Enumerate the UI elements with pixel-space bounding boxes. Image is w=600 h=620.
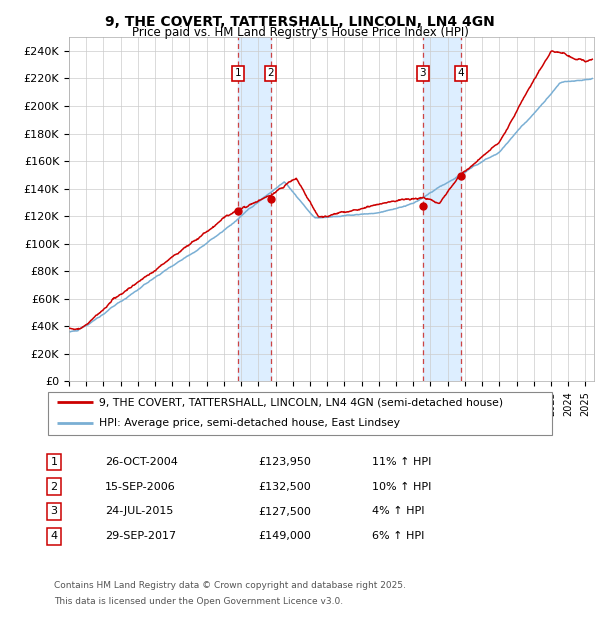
- Text: 26-OCT-2004: 26-OCT-2004: [105, 457, 178, 467]
- Text: 3: 3: [419, 68, 426, 78]
- Text: 4: 4: [50, 531, 58, 541]
- Bar: [423, 37, 461, 381]
- Text: £127,500: £127,500: [258, 507, 311, 516]
- Text: 9, THE COVERT, TATTERSHALL, LINCOLN, LN4 4GN (semi-detached house): 9, THE COVERT, TATTERSHALL, LINCOLN, LN4…: [99, 397, 503, 407]
- Text: 4: 4: [457, 68, 464, 78]
- Text: 10% ↑ HPI: 10% ↑ HPI: [372, 482, 431, 492]
- Text: 11% ↑ HPI: 11% ↑ HPI: [372, 457, 431, 467]
- Text: This data is licensed under the Open Government Licence v3.0.: This data is licensed under the Open Gov…: [54, 597, 343, 606]
- Text: 4% ↑ HPI: 4% ↑ HPI: [372, 507, 425, 516]
- Bar: [238, 37, 271, 381]
- Text: Contains HM Land Registry data © Crown copyright and database right 2025.: Contains HM Land Registry data © Crown c…: [54, 581, 406, 590]
- Text: 6% ↑ HPI: 6% ↑ HPI: [372, 531, 424, 541]
- Text: 3: 3: [50, 507, 58, 516]
- Text: 1: 1: [235, 68, 241, 78]
- Text: £123,950: £123,950: [258, 457, 311, 467]
- Text: 29-SEP-2017: 29-SEP-2017: [105, 531, 176, 541]
- Text: 15-SEP-2006: 15-SEP-2006: [105, 482, 176, 492]
- Text: £149,000: £149,000: [258, 531, 311, 541]
- Text: £132,500: £132,500: [258, 482, 311, 492]
- Text: 1: 1: [50, 457, 58, 467]
- Text: 24-JUL-2015: 24-JUL-2015: [105, 507, 173, 516]
- Text: HPI: Average price, semi-detached house, East Lindsey: HPI: Average price, semi-detached house,…: [99, 418, 400, 428]
- Text: 2: 2: [50, 482, 58, 492]
- Text: 2: 2: [267, 68, 274, 78]
- Text: 9, THE COVERT, TATTERSHALL, LINCOLN, LN4 4GN: 9, THE COVERT, TATTERSHALL, LINCOLN, LN4…: [105, 16, 495, 30]
- Text: Price paid vs. HM Land Registry's House Price Index (HPI): Price paid vs. HM Land Registry's House …: [131, 26, 469, 39]
